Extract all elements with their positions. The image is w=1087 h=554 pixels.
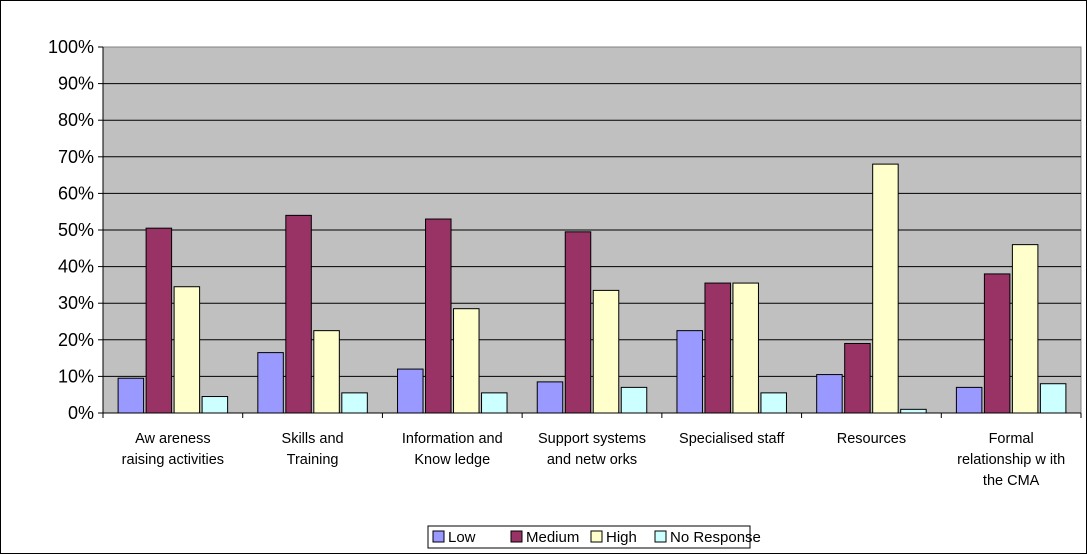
bar-high [453,308,480,414]
bar-no-response [760,392,787,414]
bar-medium [704,282,731,414]
legend-swatch-low [432,530,445,543]
y-tick-label: 70% [58,147,94,167]
bar-high [732,282,759,414]
x-category-label: and netw orks [547,452,637,468]
bar-no-response [341,392,368,414]
y-tick-label: 100% [48,37,94,57]
bar-low [816,374,843,414]
y-tick-label: 40% [58,257,94,277]
bar-medium [285,214,312,414]
y-tick-label: 50% [58,220,94,240]
legend: Low Medium High No Response [427,525,761,549]
legend-label: Medium [526,529,579,546]
bar-medium [425,218,452,414]
x-category-label: Formal [989,431,1034,447]
bar-low [955,386,983,414]
y-tick-label: 90% [58,74,94,94]
bar-low [536,381,564,414]
legend-box [427,525,751,549]
legend-label: Low [448,529,476,546]
axes [98,46,1082,418]
x-category-label: relationship w ith [957,452,1065,468]
x-category-label: Specialised staff [679,431,785,447]
bar-high [872,163,899,414]
x-category-label: Resources [837,431,906,447]
y-tick-label: 60% [58,183,94,203]
bar-no-response [620,386,648,414]
bar-medium [564,231,592,414]
x-category-label: Training [287,452,339,468]
bar-no-response [1039,383,1067,414]
y-tick-label: 0% [68,403,94,423]
x-category-label: Skills and [282,431,344,447]
y-axis-tick-labels: 0% 10% 20% 30% 40% 50% 60% 70% 80% 90% 100% [48,37,94,423]
bar-low [397,368,424,414]
legend-swatch-no-response [654,530,667,543]
y-tick-label: 10% [58,366,94,386]
x-category-label: Information and [402,431,503,447]
bar-no-response [201,396,229,414]
bar-high [313,330,340,414]
bars [117,163,1067,414]
bar-low [117,377,145,414]
bar-low [257,352,284,414]
bar-medium [844,342,871,414]
legend-label: High [606,529,637,546]
legend-swatch-medium [510,530,523,543]
y-tick-label: 20% [58,330,94,350]
y-tick-label: 80% [58,110,94,130]
x-category-label: Aw areness [135,431,211,447]
bar-high [592,289,620,414]
legend-swatch-high [590,530,603,543]
bar-no-response [900,408,927,414]
x-category-label: Support systems [538,431,646,447]
bar-medium [983,273,1011,414]
legend-label: No Response [670,529,761,546]
gridlines [103,83,1081,377]
x-category-label: the CMA [983,473,1040,489]
y-tick-label: 30% [58,293,94,313]
x-category-label: Know ledge [414,452,490,468]
bar-no-response [481,392,508,414]
x-category-label: raising activities [122,452,224,468]
x-axis-category-labels: Aw areness raising activities Skills and Tr… [122,431,1065,489]
bar-medium [145,227,173,414]
bar-high [173,286,201,414]
bar-low [676,330,703,414]
bar-high [1011,244,1039,414]
